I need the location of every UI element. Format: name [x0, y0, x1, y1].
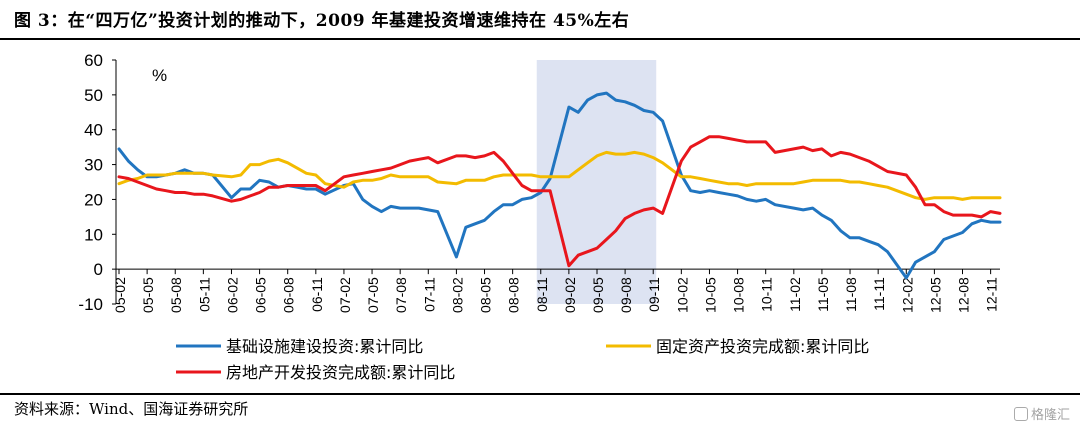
x-tick-label: 09-11	[646, 277, 662, 312]
x-tick-label: 10-05	[702, 277, 718, 313]
legend-label-1: 基础设施建设投资:累计同比	[226, 337, 423, 356]
x-tick-label: 07-11	[421, 277, 437, 312]
watermark: 格隆汇	[1013, 404, 1070, 423]
chart-axes: -10 0 10 20 30 40 50 60 05-02 05-05 05-08 05-11 06-0…	[78, 51, 1000, 314]
watermark-text: 格隆汇	[1030, 408, 1070, 423]
x-tick-label: 06-11	[309, 277, 325, 312]
x-tick-label: 08-05	[478, 277, 494, 313]
legend: 基础设施建设投资:累计同比 固定资产投资完成额:累计同比房地产开发投资完成额:累计…	[176, 337, 869, 382]
legend-label-3: 房地产开发投资完成额:累计同比	[226, 363, 455, 382]
x-tick-label: 12-11	[984, 277, 1000, 312]
x-tick-label: 09-08	[618, 277, 634, 313]
x-tick-label: 06-02	[224, 277, 240, 313]
source-note: 资料来源：Wind、国海证券研究所	[14, 400, 249, 418]
series-line-1	[117, 91, 1002, 280]
series-lines	[117, 91, 1002, 280]
x-tick-label: 10-11	[759, 277, 775, 312]
y-tick-label: 30	[84, 156, 103, 175]
x-tick-label: 10-08	[731, 277, 747, 313]
series-line-3	[117, 135, 1002, 268]
x-tick-label: 08-11	[534, 277, 550, 312]
series-line-2	[117, 150, 1002, 201]
y-tick-label: 20	[84, 190, 103, 209]
chart-title: 图 3：在“四万亿”投资计划的推动下，2009 年基建投资增速维持在 45%左右	[14, 11, 630, 31]
x-tick-label: 08-08	[506, 277, 522, 313]
x-tick-label: 05-05	[140, 277, 156, 313]
x-tick-label: 05-11	[196, 277, 212, 312]
x-tick-label: 07-08	[393, 277, 409, 313]
y-tick-label: 60	[84, 51, 103, 70]
x-tick-label: 08-02	[449, 277, 465, 313]
x-tick-label: 10-02	[674, 277, 690, 313]
x-tick-label: 07-02	[337, 277, 353, 313]
source-rule	[0, 393, 1080, 395]
y-tick-label: -10	[78, 295, 103, 314]
x-tick-label: 09-02	[562, 277, 578, 313]
y-unit-label: %	[152, 66, 167, 85]
y-tick-label: 40	[84, 121, 103, 140]
legend-label-2: 固定资产投资完成额:累计同比	[656, 337, 869, 356]
x-tick-label: 09-05	[590, 277, 606, 313]
x-tick-label: 05-02	[112, 277, 128, 313]
x-tick-label: 05-08	[168, 277, 184, 313]
shaded-region	[536, 60, 657, 304]
title-rule	[0, 38, 1080, 40]
x-tick-label: 11-05	[815, 277, 831, 312]
y-tick-label: 0	[94, 260, 103, 279]
x-tick-label: 11-11	[871, 277, 887, 311]
y-tick-label: 50	[84, 86, 103, 105]
x-tick-label: 06-08	[281, 277, 297, 313]
x-tick-label: 11-08	[843, 277, 859, 312]
y-tick-label: 10	[84, 225, 103, 244]
watermark-logo-icon	[1013, 406, 1028, 421]
x-tick-label: 11-02	[787, 277, 803, 312]
x-tick-label: 12-02	[899, 277, 915, 313]
x-tick-label: 12-08	[956, 277, 972, 313]
x-tick-label: 06-05	[253, 277, 269, 313]
shaded-period	[536, 60, 657, 304]
x-tick-label: 12-05	[927, 277, 943, 313]
line-chart: -10 0 10 20 30 40 50 60 05-02 05-05 05-08 05-11 06-0…	[78, 51, 1002, 382]
x-tick-label: 07-05	[365, 277, 381, 313]
